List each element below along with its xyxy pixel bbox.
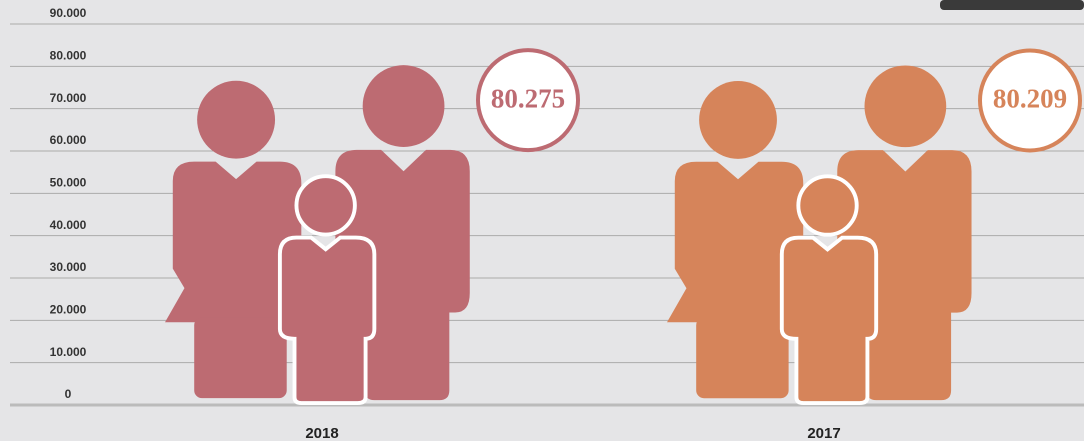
- y-tick-label: 70.000: [50, 91, 87, 105]
- y-tick-label: 0: [65, 387, 72, 401]
- family-icon: [165, 65, 470, 405]
- icon-head: [197, 80, 276, 159]
- x-tick-label: 2018: [305, 425, 338, 441]
- icon-head: [796, 174, 859, 237]
- y-tick-label: 10.000: [50, 345, 87, 359]
- value-badge: [978, 48, 1082, 153]
- value-label: 80.209: [993, 84, 1067, 114]
- icon-head: [864, 65, 947, 148]
- value-label: 80.275: [491, 83, 565, 113]
- corner-panel: [940, 0, 1084, 10]
- icon-legs: [194, 317, 287, 399]
- y-tick-label: 60.000: [50, 133, 87, 147]
- y-tick-label: 40.000: [50, 218, 87, 232]
- icon-legs: [696, 317, 789, 399]
- icon-body: [667, 161, 804, 323]
- value-badge: [476, 48, 580, 153]
- icon-head: [699, 81, 777, 159]
- family-icon: [667, 65, 972, 405]
- icon-body: [165, 161, 302, 323]
- y-tick-label: 20.000: [50, 303, 87, 317]
- icon-body: [277, 235, 377, 405]
- icon-head: [362, 65, 445, 147]
- x-tick-label: 2017: [807, 425, 840, 441]
- icon-head: [294, 174, 357, 237]
- y-tick-label: 90.000: [50, 6, 87, 20]
- y-tick-label: 30.000: [50, 260, 87, 274]
- y-tick-label: 80.000: [50, 49, 87, 63]
- y-tick-label: 50.000: [50, 176, 87, 190]
- icon-body: [779, 235, 879, 405]
